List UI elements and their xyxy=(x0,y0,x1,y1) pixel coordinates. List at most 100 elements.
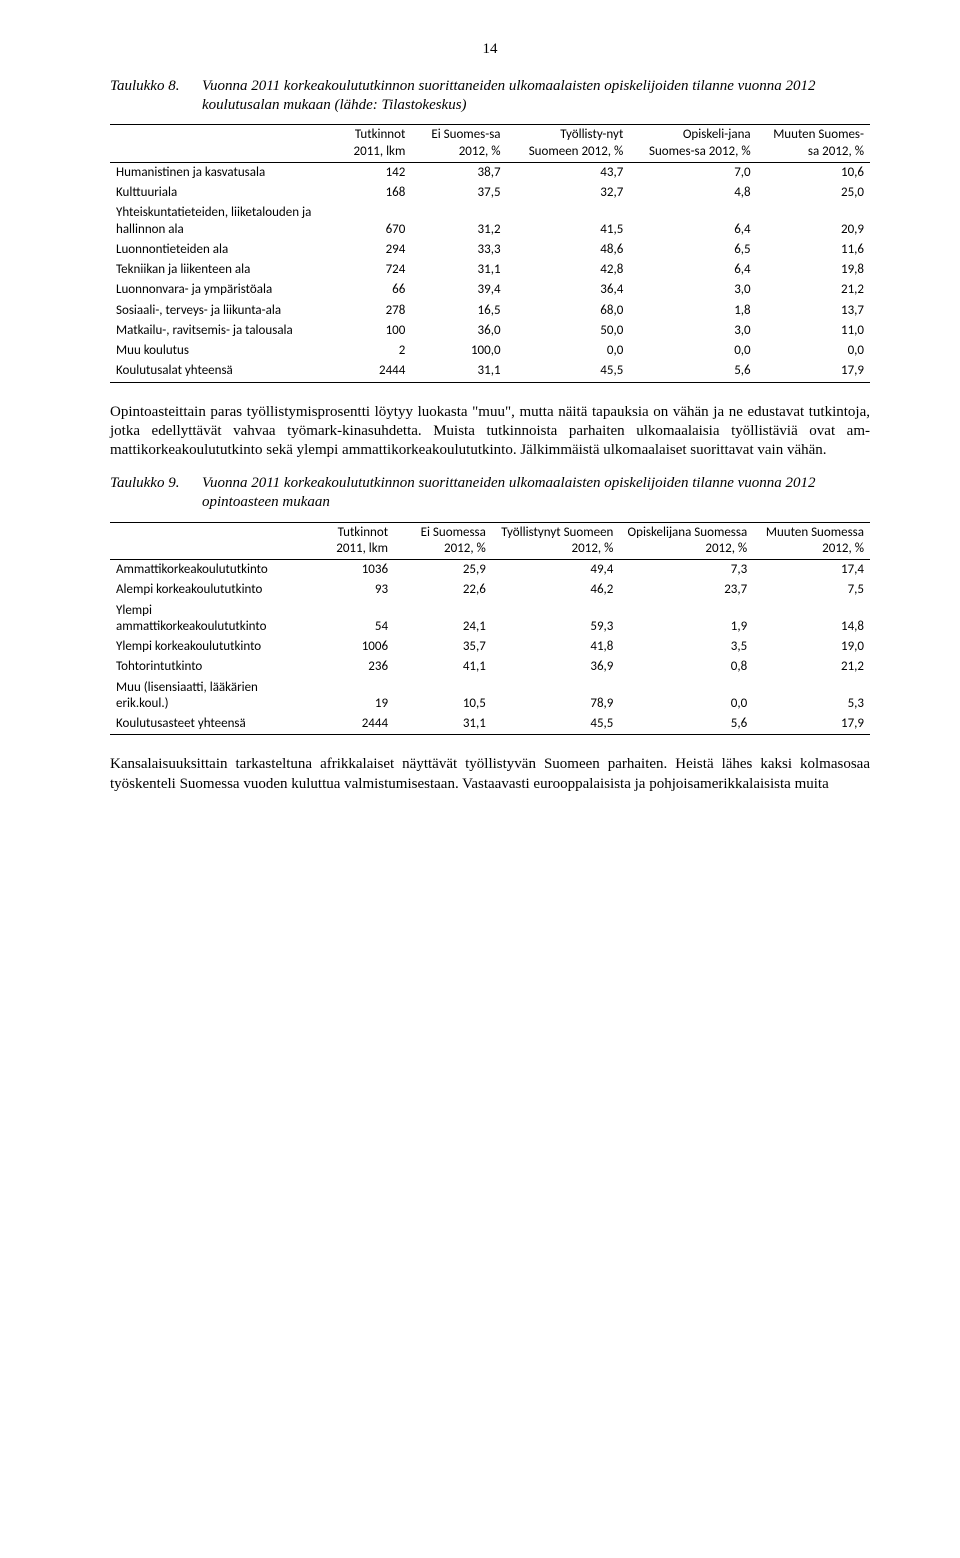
table8-cell: Luonnonvara- ja ympäristöala xyxy=(110,280,319,300)
table8-cell: 20,9 xyxy=(757,203,870,240)
table9-cell: 2444 xyxy=(300,714,394,735)
table9-caption: Taulukko 9. Vuonna 2011 korkeakoulututki… xyxy=(110,474,870,512)
table9-cell: 17,9 xyxy=(753,714,870,735)
table9-cell: 54 xyxy=(300,601,394,638)
table9-cell: 7,3 xyxy=(619,560,753,581)
table9-cell: 93 xyxy=(300,580,394,600)
table8-h3: Työllisty-nyt Suomeen 2012, % xyxy=(507,125,630,163)
table8-row: Kulttuuriala16837,532,74,825,0 xyxy=(110,183,870,203)
table8-cell: 100 xyxy=(319,321,412,341)
table9-cell: 46,2 xyxy=(492,580,620,600)
table9-cell: 25,9 xyxy=(394,560,492,581)
table9-cell: Ammattikorkeakoulututkinto xyxy=(110,560,300,581)
table8-cell: 43,7 xyxy=(507,162,630,183)
table8-cell: 33,3 xyxy=(411,240,506,260)
table9-row: Alempi korkeakoulututkinto9322,646,223,7… xyxy=(110,580,870,600)
table9-header-row: Tutkinnot 2011, lkm Ei Suomessa 2012, % … xyxy=(110,522,870,560)
table8-h0 xyxy=(110,125,319,163)
table8-cell: 10,6 xyxy=(757,162,870,183)
table9-cell: 17,4 xyxy=(753,560,870,581)
table9-cell: 24,1 xyxy=(394,601,492,638)
table9: Tutkinnot 2011, lkm Ei Suomessa 2012, % … xyxy=(110,522,870,736)
table8-cell: 3,0 xyxy=(629,280,756,300)
table8-cell: Sosiaali-, terveys- ja liikunta-ala xyxy=(110,301,319,321)
table8-cell: 0,0 xyxy=(629,341,756,361)
table9-cell: 5,3 xyxy=(753,678,870,715)
table9-row: Muu (lisensiaatti, lääkärien erik.koul.)… xyxy=(110,678,870,715)
table9-cell: Koulutusasteet yhteensä xyxy=(110,714,300,735)
table8-cell: 3,0 xyxy=(629,321,756,341)
table8-cell: 6,4 xyxy=(629,203,756,240)
table8-cell: 45,5 xyxy=(507,361,630,382)
table8-cell: 13,7 xyxy=(757,301,870,321)
table9-cell: 23,7 xyxy=(619,580,753,600)
table9-cell: 1,9 xyxy=(619,601,753,638)
table8-cell: 2444 xyxy=(319,361,412,382)
table8-cell: 21,2 xyxy=(757,280,870,300)
table9-cell: Ylempi ammattikorkeakoulututkinto xyxy=(110,601,300,638)
table9-cell: 10,5 xyxy=(394,678,492,715)
table8-h1: Tutkinnot 2011, lkm xyxy=(319,125,412,163)
table8-cell: Matkailu-, ravitsemis- ja talousala xyxy=(110,321,319,341)
table9-cell: 0,8 xyxy=(619,657,753,677)
table8-cell: 38,7 xyxy=(411,162,506,183)
table8-cell: 50,0 xyxy=(507,321,630,341)
table9-row: Koulutusasteet yhteensä244431,145,55,617… xyxy=(110,714,870,735)
table9-cell: 7,5 xyxy=(753,580,870,600)
table8-cell: 278 xyxy=(319,301,412,321)
table8-cell: 68,0 xyxy=(507,301,630,321)
table8-cell: 0,0 xyxy=(757,341,870,361)
table8-cell: Muu koulutus xyxy=(110,341,319,361)
table8-caption: Taulukko 8. Vuonna 2011 korkeakoulututki… xyxy=(110,77,870,115)
table8-cell: Kulttuuriala xyxy=(110,183,319,203)
table8: Tutkinnot 2011, lkm Ei Suomes-sa 2012, %… xyxy=(110,124,870,382)
table9-cell: 1006 xyxy=(300,637,394,657)
table8-cell: Koulutusalat yhteensä xyxy=(110,361,319,382)
table8-row: Humanistinen ja kasvatusala14238,743,77,… xyxy=(110,162,870,183)
table8-header-row: Tutkinnot 2011, lkm Ei Suomes-sa 2012, %… xyxy=(110,125,870,163)
table8-caption-text: Vuonna 2011 korkeakoulututkinnon suoritt… xyxy=(202,77,870,115)
table8-cell: Humanistinen ja kasvatusala xyxy=(110,162,319,183)
table8-cell: 11,0 xyxy=(757,321,870,341)
table9-cell: 14,8 xyxy=(753,601,870,638)
table9-h2: Ei Suomessa 2012, % xyxy=(394,522,492,560)
table8-cell: 19,8 xyxy=(757,260,870,280)
table9-h3: Työllistynyt Suomeen 2012, % xyxy=(492,522,620,560)
table8-row: Koulutusalat yhteensä244431,145,55,617,9 xyxy=(110,361,870,382)
table8-cell: 16,5 xyxy=(411,301,506,321)
table8-cell: 7,0 xyxy=(629,162,756,183)
page-number: 14 xyxy=(110,40,870,59)
table9-h0 xyxy=(110,522,300,560)
table8-h5: Muuten Suomes-sa 2012, % xyxy=(757,125,870,163)
table8-cell: 36,4 xyxy=(507,280,630,300)
table9-row: Tohtorintutkinto23641,136,90,821,2 xyxy=(110,657,870,677)
table8-cell: 17,9 xyxy=(757,361,870,382)
table8-row: Muu koulutus2100,00,00,00,0 xyxy=(110,341,870,361)
table9-cell: 59,3 xyxy=(492,601,620,638)
table8-cell: 41,5 xyxy=(507,203,630,240)
table8-cell: 670 xyxy=(319,203,412,240)
table9-cell: 49,4 xyxy=(492,560,620,581)
table8-cell: 724 xyxy=(319,260,412,280)
table9-caption-text: Vuonna 2011 korkeakoulututkinnon suoritt… xyxy=(202,474,870,512)
table9-cell: Alempi korkeakoulututkinto xyxy=(110,580,300,600)
table9-cell: 41,1 xyxy=(394,657,492,677)
table9-cell: Tohtorintutkinto xyxy=(110,657,300,677)
table9-cell: 0,0 xyxy=(619,678,753,715)
table9-row: Ylempi ammattikorkeakoulututkinto5424,15… xyxy=(110,601,870,638)
table9-cell: 3,5 xyxy=(619,637,753,657)
table9-row: Ammattikorkeakoulututkinto103625,949,47,… xyxy=(110,560,870,581)
table8-cell: 4,8 xyxy=(629,183,756,203)
table9-cell: 31,1 xyxy=(394,714,492,735)
table8-row: Luonnonvara- ja ympäristöala6639,436,43,… xyxy=(110,280,870,300)
table9-cell: 19,0 xyxy=(753,637,870,657)
table8-cell: 6,4 xyxy=(629,260,756,280)
table9-cell: 5,6 xyxy=(619,714,753,735)
table8-cell: 6,5 xyxy=(629,240,756,260)
table8-cell: 32,7 xyxy=(507,183,630,203)
table8-cell: 36,0 xyxy=(411,321,506,341)
table8-row: Luonnontieteiden ala29433,348,66,511,6 xyxy=(110,240,870,260)
table8-cell: 31,1 xyxy=(411,260,506,280)
table8-row: Yhteiskuntatieteiden, liiketalouden ja h… xyxy=(110,203,870,240)
table9-cell: 35,7 xyxy=(394,637,492,657)
